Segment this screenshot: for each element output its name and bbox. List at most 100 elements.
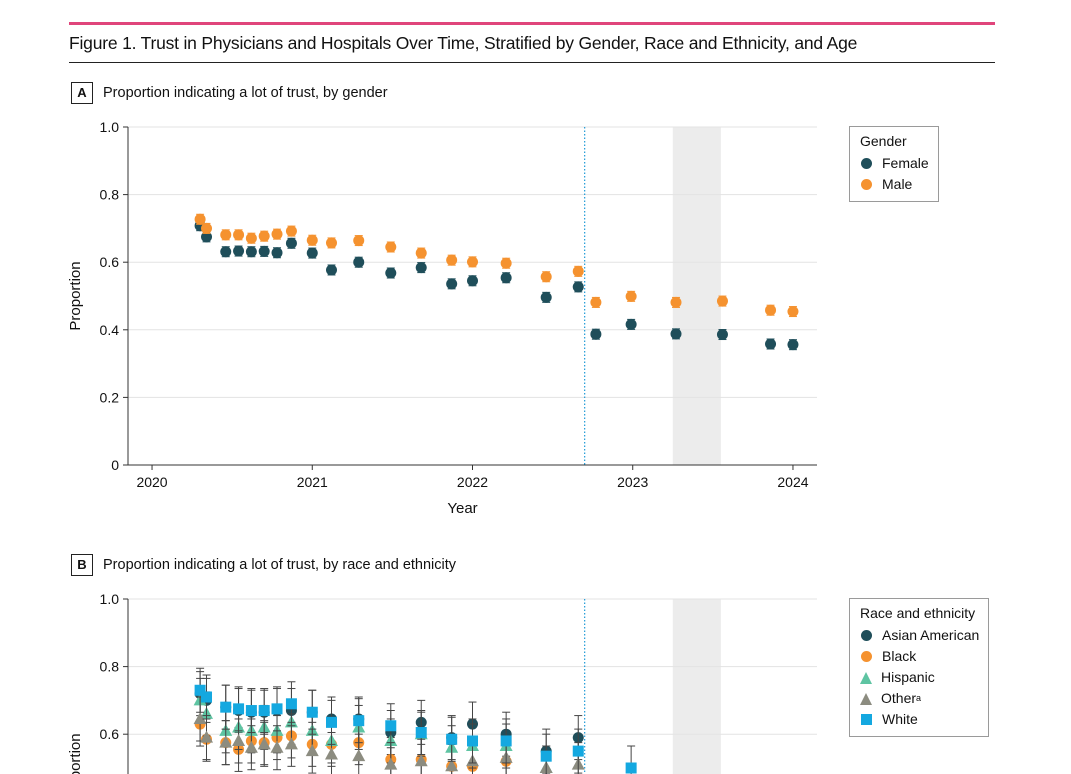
female-point (765, 338, 777, 350)
male-point (258, 230, 270, 242)
white-point (194, 684, 206, 696)
female-point (220, 246, 232, 258)
female-point (385, 267, 397, 279)
male-point (285, 225, 297, 237)
shaded-period (672, 127, 721, 465)
white-point (220, 701, 232, 713)
other-marker-icon (860, 692, 872, 705)
male-point (590, 296, 602, 308)
female-point (590, 328, 602, 340)
data-layer (193, 667, 637, 774)
white-point (467, 735, 478, 747)
data-layer (194, 213, 799, 351)
female-point (353, 256, 365, 268)
female-point (271, 247, 283, 259)
male-point (500, 257, 512, 269)
white-point (446, 733, 458, 745)
female-point (285, 237, 297, 249)
panel-a-letter: A (71, 82, 93, 104)
other-point (324, 747, 338, 760)
other-point (270, 740, 284, 753)
other-point (219, 735, 233, 748)
other-point (257, 737, 271, 750)
white-point (201, 691, 213, 703)
male-point (765, 304, 777, 316)
white-point (572, 745, 584, 757)
female-marker-icon (861, 158, 872, 169)
panel-a-title: Proportion indicating a lot of trust, by… (103, 85, 388, 101)
male-point (625, 290, 637, 302)
white-point (245, 705, 257, 717)
male-point (385, 241, 397, 253)
other-point (244, 740, 258, 753)
y-tick-label: 0 (111, 457, 119, 473)
y-tick-label: 0.2 (100, 389, 120, 405)
y-axis-label: Proportion (67, 261, 84, 330)
legend-item-asian-american: Asian American (860, 625, 979, 646)
female-point (540, 291, 552, 303)
white-point (540, 750, 552, 762)
y-tick-label: 1.0 (100, 591, 120, 607)
white-point (415, 727, 427, 739)
male-point (271, 228, 283, 240)
panel-b-letter: B (71, 554, 93, 576)
white-point (285, 698, 297, 710)
male-point (446, 254, 458, 266)
other-point (414, 754, 428, 767)
male-point (245, 232, 257, 244)
y-tick-label: 0.6 (100, 726, 120, 742)
shaded-period (672, 599, 721, 774)
female-point (201, 231, 213, 243)
x-tick-label: 2024 (777, 474, 808, 490)
legend-label-hispanic: Hispanic (881, 669, 935, 685)
male-point (325, 237, 337, 249)
legend-item-male: Male (860, 174, 929, 195)
y-tick-label: 0.8 (100, 659, 120, 675)
x-axis-label: Year (447, 500, 477, 517)
legend-item-female: Female (860, 153, 929, 174)
legend-item-hispanic: Hispanic (860, 667, 979, 688)
female-point (670, 328, 682, 340)
white-point (258, 705, 270, 717)
male-point (201, 222, 213, 234)
figure-header: Figure 1. Trust in Physicians and Hospit… (69, 22, 995, 63)
asian-american-marker-icon (861, 630, 872, 641)
legend-label-asian-american: Asian American (882, 627, 980, 643)
white-point (271, 703, 283, 715)
male-point (716, 295, 728, 307)
white-point (325, 716, 337, 728)
legend-label-male: Male (882, 176, 913, 192)
x-tick-label: 2022 (457, 474, 488, 490)
female-point (258, 245, 270, 257)
other-point (352, 749, 366, 762)
male-point (572, 265, 584, 277)
female-point (325, 264, 337, 276)
y-tick-label: 0.8 (100, 187, 120, 203)
legend-label-other: Other (881, 690, 917, 706)
male-point (787, 306, 799, 318)
other-point (284, 737, 298, 750)
male-point (306, 234, 318, 246)
legend-gender: Gender Female Male (849, 126, 939, 202)
female-point (306, 247, 318, 259)
black-marker-icon (861, 651, 872, 662)
legend-other-superscript: a (916, 693, 922, 703)
male-marker-icon (861, 179, 872, 190)
legend-label-female: Female (882, 155, 929, 171)
female-point (415, 262, 427, 274)
male-point (220, 229, 232, 241)
female-point (500, 272, 512, 284)
white-point (385, 720, 397, 732)
female-point (245, 246, 257, 258)
y-axis-label: Proportion (67, 733, 84, 774)
female-point (467, 275, 478, 287)
male-point (233, 229, 245, 241)
female-point (716, 329, 728, 341)
white-point (233, 703, 245, 715)
female-point (233, 245, 245, 257)
x-tick-label: 2021 (297, 474, 328, 490)
male-point (670, 296, 682, 308)
white-point (353, 715, 365, 727)
x-tick-label: 2020 (136, 474, 167, 490)
